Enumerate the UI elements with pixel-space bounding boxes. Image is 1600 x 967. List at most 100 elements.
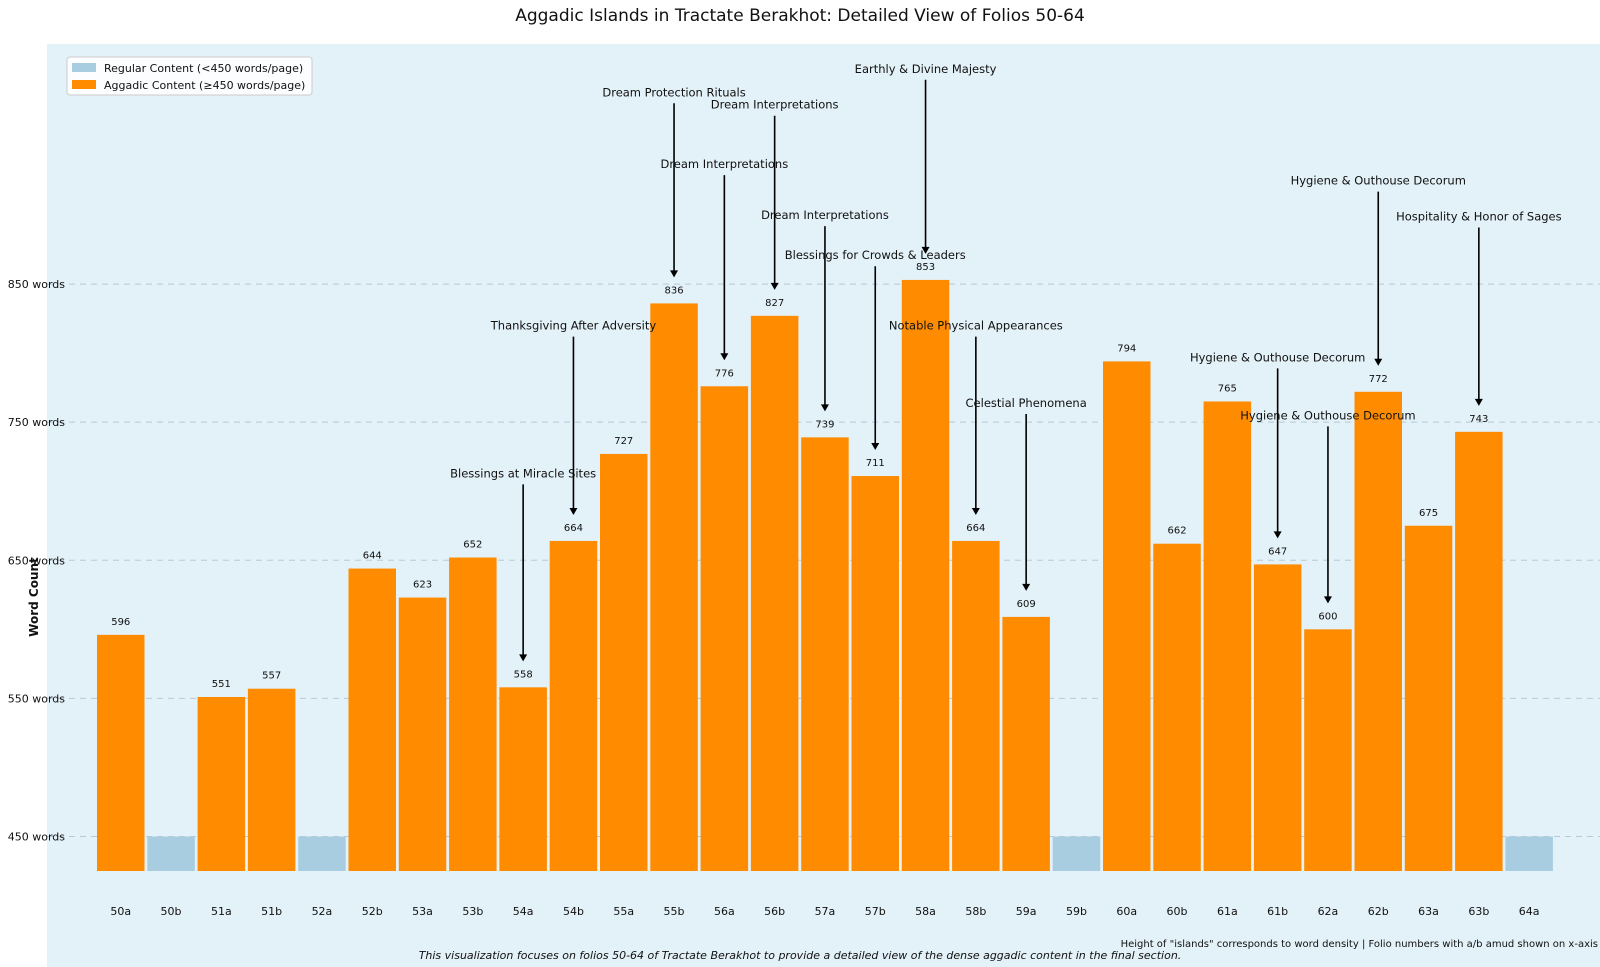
x-tick-label-51b: 51b xyxy=(261,905,282,918)
bar-53a xyxy=(398,597,447,871)
value-label-57a: 739 xyxy=(815,419,834,430)
x-tick-label-55a: 55a xyxy=(613,905,634,918)
bar-63b xyxy=(1455,431,1503,871)
x-tick-label-51a: 51a xyxy=(211,905,232,918)
x-tick-label-56b: 56b xyxy=(764,905,785,918)
legend-swatch-aggadic xyxy=(72,80,96,89)
annotation-label: Dream Interpretations xyxy=(660,157,788,171)
annotation-label: Blessings for Crowds & Leaders xyxy=(785,248,966,262)
bar-63a xyxy=(1404,525,1453,871)
bar-52b xyxy=(348,568,396,871)
x-tick-label-64a: 64a xyxy=(1519,905,1540,918)
x-tick-label-61b: 61b xyxy=(1267,905,1288,918)
annotation-label: Hygiene & Outhouse Decorum xyxy=(1190,350,1365,364)
x-tick-label-62a: 62a xyxy=(1318,905,1339,918)
x-tick-label-60a: 60a xyxy=(1116,905,1137,918)
bar-56a xyxy=(700,386,749,871)
bar-60a xyxy=(1103,361,1151,871)
bar-60b xyxy=(1153,543,1201,871)
value-label-52b: 644 xyxy=(363,551,382,562)
annotation-label: Dream Protection Rituals xyxy=(602,85,745,99)
bar-58a xyxy=(901,279,950,871)
annotation-arrowhead xyxy=(519,654,528,662)
x-tick-label-57a: 57a xyxy=(815,905,836,918)
annotation-arrowhead xyxy=(820,404,829,412)
legend-label-aggadic: Aggadic Content (≥450 words/page) xyxy=(104,79,305,92)
x-tick-label-54b: 54b xyxy=(563,905,584,918)
bar-51b xyxy=(247,688,296,871)
annotation-label: Thanksgiving After Adversity xyxy=(490,319,657,333)
x-tick-label-58b: 58b xyxy=(965,905,986,918)
value-label-50a: 596 xyxy=(111,617,130,628)
x-tick-label-63a: 63a xyxy=(1418,905,1439,918)
y-tick-label: 650 words xyxy=(8,554,66,567)
x-tick-label-58a: 58a xyxy=(915,905,936,918)
y-tick-label: 850 words xyxy=(8,278,66,291)
y-tick-label: 750 words xyxy=(8,416,66,429)
annotation-arrowhead xyxy=(971,507,980,515)
annotation-label: Celestial Phenomena xyxy=(966,396,1087,410)
annotation-arrowhead xyxy=(720,353,729,361)
x-tick-label-50b: 50b xyxy=(161,905,182,918)
bar-52a xyxy=(298,836,346,871)
bar-62a xyxy=(1304,629,1352,871)
y-tick-label: 450 words xyxy=(8,830,66,843)
value-label-59a: 609 xyxy=(1017,599,1036,610)
x-tick-label-53a: 53a xyxy=(412,905,433,918)
x-tick-label-63b: 63b xyxy=(1468,905,1489,918)
bar-62b xyxy=(1354,391,1402,871)
x-tick-label-60b: 60b xyxy=(1167,905,1188,918)
bar-57b xyxy=(851,476,899,871)
chart-title: Aggadic Islands in Tractate Berakhot: De… xyxy=(515,6,1085,26)
legend-swatch-regular xyxy=(72,63,96,72)
value-label-58b: 664 xyxy=(966,523,985,534)
bars xyxy=(97,279,1553,871)
value-label-55b: 836 xyxy=(665,285,684,296)
bar-55a xyxy=(600,453,648,871)
bottom-note: Height of "islands" corresponds to word … xyxy=(1121,939,1598,950)
x-tick-label-59b: 59b xyxy=(1066,905,1087,918)
value-label-61b: 647 xyxy=(1268,546,1287,557)
bar-64a xyxy=(1505,836,1553,871)
annotation-label: Hygiene & Outhouse Decorum xyxy=(1291,174,1466,188)
bar-50a xyxy=(97,634,145,871)
annotation-arrowhead xyxy=(1474,398,1483,406)
bar-58b xyxy=(952,540,1000,871)
y-tick-label: 550 words xyxy=(8,692,66,705)
x-tick-label-53b: 53b xyxy=(462,905,483,918)
x-tick-label-52a: 52a xyxy=(312,905,333,918)
annotation-label: Hygiene & Outhouse Decorum xyxy=(1240,408,1415,422)
value-label-62b: 772 xyxy=(1369,374,1388,385)
annotation-arrowhead xyxy=(1273,531,1282,539)
annotation-label: Hospitality & Honor of Sages xyxy=(1396,210,1562,224)
value-label-56a: 776 xyxy=(715,368,734,379)
value-label-62a: 600 xyxy=(1318,611,1337,622)
value-label-61a: 765 xyxy=(1218,383,1237,394)
bar-53b xyxy=(449,557,497,871)
x-tick-label-62b: 62b xyxy=(1368,905,1389,918)
bar-54a xyxy=(499,687,547,871)
value-label-60a: 794 xyxy=(1117,343,1136,354)
bar-51a xyxy=(197,696,246,871)
bar-59b xyxy=(1052,836,1101,871)
value-label-55a: 727 xyxy=(614,436,633,447)
bar-59a xyxy=(1002,616,1050,871)
bar-55b xyxy=(650,303,698,871)
x-tick-label-55b: 55b xyxy=(664,905,685,918)
value-labels: 596 551 557 644 623 652 558 664 727 836 776 827 739 7… xyxy=(111,262,1488,690)
x-tick-label-61a: 61a xyxy=(1217,905,1238,918)
value-label-57b: 711 xyxy=(866,458,885,469)
bar-54b xyxy=(549,540,598,871)
x-tick-label-52b: 52b xyxy=(362,905,383,918)
x-tick-label-59a: 59a xyxy=(1016,905,1037,918)
value-label-53b: 652 xyxy=(463,540,482,551)
footnote: This visualization focuses on folios 50-… xyxy=(419,949,1182,962)
bar-50b xyxy=(147,836,195,871)
annotation-arrowhead xyxy=(871,443,880,451)
x-tick-label-56a: 56a xyxy=(714,905,735,918)
legend: Regular Content (<450 words/page) Aggadi… xyxy=(66,56,313,96)
annotation-label: Dream Interpretations xyxy=(761,208,889,222)
annotation-label: Blessings at Miracle Sites xyxy=(450,466,596,480)
y-axis-ticks: 450 words 550 words 650 words 750 words 850 … xyxy=(8,278,66,843)
